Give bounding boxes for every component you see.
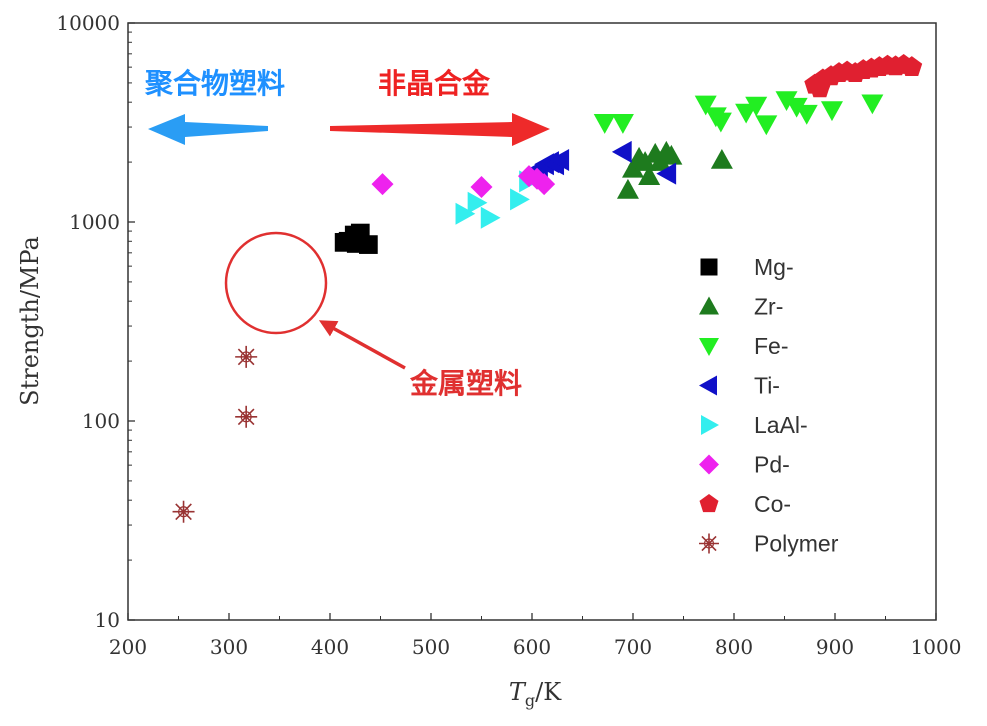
x-axis-title: Tg/K — [509, 678, 562, 710]
legend-label-laal: LaAl- — [754, 412, 808, 438]
annotation-amorphous-alloy: 非晶合金 — [378, 67, 491, 100]
point-ti — [656, 162, 677, 185]
y-axis-title: Strength/MPa — [16, 236, 44, 406]
x-tick-label: 200 — [109, 635, 147, 659]
x-tick-label: 300 — [210, 635, 248, 659]
point-pd — [533, 173, 556, 196]
point-fe — [745, 96, 768, 117]
point-fe — [785, 97, 808, 118]
point-ti — [611, 140, 632, 163]
x-tick-label: 700 — [614, 635, 652, 659]
point-laal — [467, 191, 488, 214]
x-tick-label: 600 — [513, 635, 551, 659]
legend-label-co: Co- — [754, 491, 791, 517]
y-tick-label: 100 — [82, 409, 120, 433]
data-points — [172, 54, 923, 523]
point-co — [901, 56, 923, 76]
x-tick-label: 400 — [311, 635, 349, 659]
legend-label-mg: Mg- — [754, 254, 794, 280]
y-tick-label: 10 — [95, 608, 120, 632]
point-zr — [660, 144, 683, 165]
x-tick-label: 1000 — [911, 635, 962, 659]
annotation-polymer-plastic: 聚合物塑料 — [144, 67, 285, 100]
y-tick-label: 1000 — [69, 210, 120, 234]
legend-label-ti: Ti- — [754, 373, 780, 399]
point-mg — [359, 235, 378, 254]
point-laal — [455, 202, 476, 225]
point-pd — [371, 173, 394, 196]
legend-marker-co — [699, 494, 719, 513]
legend-marker-zr — [699, 296, 719, 315]
point-zr — [616, 178, 639, 199]
point-zr — [649, 151, 672, 171]
point-polymer — [235, 405, 258, 428]
legend-marker-fe — [699, 338, 719, 356]
legend-label-pd: Pd- — [754, 452, 790, 478]
point-polymer — [235, 345, 258, 368]
point-fe — [611, 114, 634, 134]
x-axis-title-rest: /K — [535, 678, 562, 706]
arrow-right-icon — [330, 113, 550, 146]
y-tick-labels: 10 100 1000 10000 — [56, 11, 120, 632]
point-fe — [593, 114, 616, 134]
point-fe — [820, 101, 843, 122]
point-pd — [470, 175, 493, 198]
x-axis-title-sub: g — [525, 691, 535, 710]
point-laal — [510, 188, 530, 211]
point-fe — [709, 112, 732, 133]
legend-marker-ti — [699, 375, 717, 396]
point-polymer — [172, 500, 195, 523]
point-zr — [634, 151, 657, 171]
point-fe — [735, 103, 758, 124]
y-tick-label: 10000 — [56, 11, 120, 35]
point-fe — [861, 94, 884, 115]
arrow-left-icon — [148, 114, 268, 145]
point-mg — [334, 233, 354, 252]
point-zr — [710, 148, 733, 169]
point-fe — [775, 91, 798, 112]
point-fe — [694, 95, 717, 116]
x-tick-label: 500 — [412, 635, 450, 659]
x-tick-labels: 200 300 400 500 600 700 800 900 1000 — [109, 635, 962, 659]
legend: Mg- Zr- Fe- Ti- LaAl- Pd- Co- Polymer — [699, 254, 839, 557]
x-axis-title-main: T — [509, 678, 527, 706]
highlight-circle — [224, 231, 328, 335]
legend-label-zr: Zr- — [754, 294, 783, 320]
legend-label-polymer: Polymer — [754, 531, 839, 557]
legend-marker-mg — [700, 258, 718, 276]
point-co — [809, 77, 831, 98]
legend-marker-polymer — [699, 533, 719, 554]
point-zr — [622, 157, 644, 178]
point-fe — [795, 104, 818, 125]
legend-label-fe: Fe- — [754, 333, 789, 359]
legend-marker-laal — [701, 415, 719, 435]
point-ti — [549, 148, 570, 171]
pointer-arrow-icon — [318, 320, 406, 370]
point-fe — [755, 115, 778, 136]
point-zr — [638, 165, 661, 185]
axis-ticks — [127, 22, 937, 621]
annotations: 聚合物塑料 非晶合金 金属塑料 — [144, 67, 550, 400]
legend-marker-pd — [699, 454, 719, 475]
x-tick-label: 900 — [816, 635, 854, 659]
x-tick-label: 800 — [715, 635, 753, 659]
annotation-metal-plastic: 金属塑料 — [409, 367, 522, 400]
point-laal — [480, 206, 501, 229]
